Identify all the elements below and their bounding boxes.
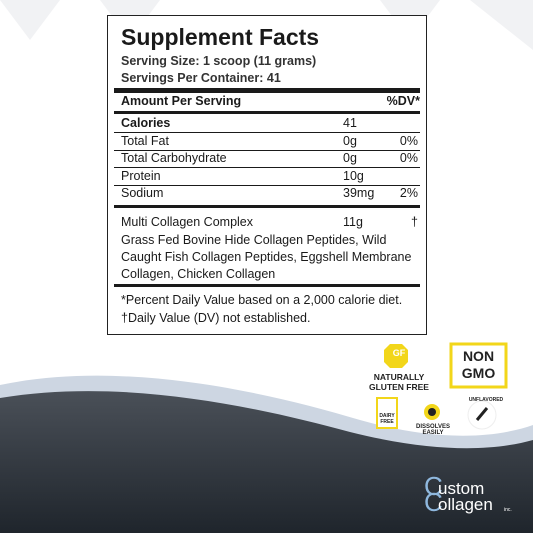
nutrient-dv: 2% [399,186,418,200]
nutrient-dv: 0% [399,151,418,165]
logo-mark: C [424,471,443,501]
panel-title: Supplement Facts [121,24,320,50]
serving-size: Serving Size: 1 scoop (11 grams) [121,54,317,68]
blend-ingredients: Grass Fed Bovine Hide Collagen Peptides,… [121,233,412,281]
nutrient-amount: 0g [343,133,357,148]
blend-dv: † [411,215,418,229]
header-label: Amount Per Serving [121,94,242,108]
footnote: †Daily Value (DV) not established. [121,311,311,325]
header-dv: %DV* [386,94,420,108]
divider [114,88,420,93]
nutrient-name: Total Fat [121,133,169,148]
dairy-free-label: DAIRY FREE [379,413,395,425]
logo-line2: ollagen [438,495,493,514]
footnote: *Percent Daily Value based on a 2,000 ca… [121,293,403,307]
logo-suffix: inc. [504,507,512,513]
nutrient-amount: 39mg [343,186,375,200]
gf-badge: GF [392,348,406,358]
nutrient-dv: 0% [399,133,418,148]
row-divider [114,132,420,133]
supplement-facts-panel: Supplement Facts Serving Size: 1 scoop (… [107,15,427,335]
blend-amount: 11g [343,215,363,229]
gluten-free-label: NATURALLY GLUTEN FREE [369,372,429,392]
non-gmo-badge: NON GMO [461,348,496,381]
unflavored-label: UNFLAVORED [468,397,504,403]
nutrient-name: Total Carbohydrate [121,151,227,165]
servings-per-container: Servings Per Container: 41 [121,71,281,85]
divider [114,284,420,287]
row-divider [114,167,420,168]
nutrient-amount: 0g [343,151,357,165]
divider [114,111,420,114]
row-divider [114,184,420,186]
nutrient-amount: 10g [343,168,364,183]
divider [114,204,420,208]
nutrient-name: Protein [121,168,161,183]
nutrient-name: Calories [121,116,171,130]
nutrient-amount: 41 [343,116,357,130]
dissolves-label: DISSOLVES EASILY [416,424,450,436]
blend-name: Multi Collagen Complex [121,215,254,229]
nutrient-name: Sodium [121,186,164,200]
row-divider [114,149,420,151]
logo-mark: C [424,487,443,517]
logo-line1: ustom [438,479,485,498]
